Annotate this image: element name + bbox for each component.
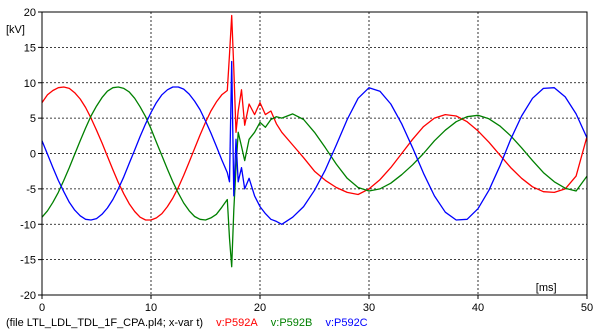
x-tick-label: 50 — [581, 302, 593, 314]
legend-footer: (file LTL_LDL_TDL_1F_CPA.pl4; x-var t) v… — [6, 317, 378, 333]
x-tick-label: 10 — [145, 302, 157, 314]
file-caption: (file LTL_LDL_TDL_1F_CPA.pl4; x-var t) — [6, 317, 204, 329]
x-tick-label: 30 — [363, 302, 375, 314]
y-tick-label: 20 — [24, 7, 36, 19]
y-tick-label: -20 — [20, 290, 36, 302]
y-tick-label: -15 — [20, 255, 36, 267]
series-line-v-P592B — [41, 86, 588, 268]
x-axis-ticks: 0 10 20 30 50 40 — [39, 295, 593, 314]
y-tick-label: -10 — [20, 219, 36, 231]
x-tick-label: 20 — [254, 302, 266, 314]
y-tick-label: 10 — [24, 78, 36, 90]
y-axis-unit: [kV] — [6, 24, 25, 36]
y-tick-label: -5 — [26, 184, 36, 196]
series-line-v-P592A — [41, 14, 588, 221]
y-tick-label: 0 — [30, 149, 36, 161]
x-tick-label: 0 — [39, 302, 45, 314]
y-tick-label: 5 — [30, 113, 36, 125]
legend-item-P592A: v:P592A — [216, 317, 258, 329]
series-line-v-P592C — [41, 60, 588, 225]
grid — [42, 12, 587, 295]
y-tick-label: 15 — [24, 42, 36, 54]
legend-item-P592C: v:P592C — [325, 317, 368, 329]
y-axis-ticks: -20 -15 -10 -5 0 5 10 15 20 — [20, 7, 42, 302]
legend-item-P592B: v:P592B — [270, 317, 313, 329]
x-tick-label: 40 — [472, 302, 484, 314]
series-lines — [41, 14, 588, 268]
x-axis-unit: [ms] — [536, 282, 557, 294]
